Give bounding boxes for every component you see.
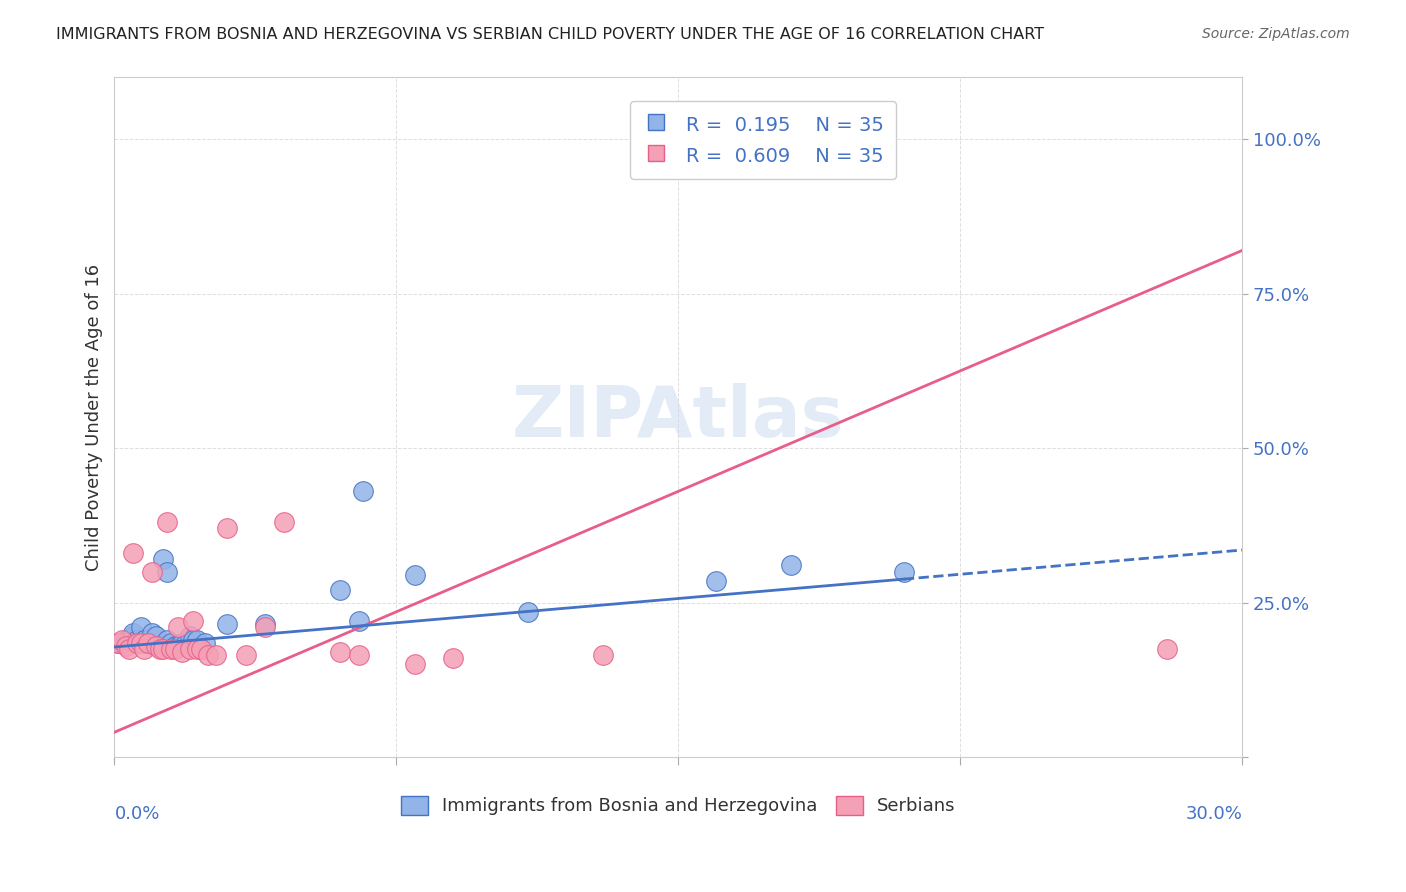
Point (235, 648, 257, 662)
Point (122, 546, 145, 560)
Point (111, 632, 134, 647)
Text: 0.0%: 0.0% (114, 805, 160, 822)
Point (122, 626, 145, 640)
Point (404, 657, 426, 672)
Point (780, 558, 803, 573)
Point (129, 635, 152, 649)
Point (163, 641, 186, 656)
Point (172, 645, 194, 659)
Point (441, 651, 464, 665)
Point (186, 641, 208, 656)
Point (136, 635, 159, 649)
Point (159, 635, 181, 649)
Point (111, 635, 134, 649)
Point (118, 632, 141, 647)
Point (893, 565, 915, 579)
Point (1156, 641, 1178, 656)
Point (148, 639, 170, 653)
Point (156, 632, 179, 647)
Point (190, 641, 212, 656)
Point (145, 630, 167, 644)
Text: IMMIGRANTS FROM BOSNIA AND HERZEGOVINA VS SERBIAN CHILD POVERTY UNDER THE AGE OF: IMMIGRANTS FROM BOSNIA AND HERZEGOVINA V… (56, 27, 1045, 42)
Point (114, 632, 136, 647)
Point (122, 630, 145, 644)
Point (167, 639, 190, 653)
Text: Source: ZipAtlas.com: Source: ZipAtlas.com (1202, 27, 1350, 41)
Point (347, 648, 370, 662)
Point (148, 641, 170, 656)
Point (666, 129, 689, 144)
Point (253, 617, 276, 632)
Point (163, 639, 186, 653)
Point (404, 567, 426, 582)
Point (156, 515, 179, 529)
Text: 30.0%: 30.0% (1185, 805, 1243, 822)
Point (129, 620, 152, 634)
Point (174, 635, 197, 649)
Point (347, 614, 370, 628)
Point (179, 641, 201, 656)
Point (152, 552, 174, 566)
Point (704, 574, 727, 588)
Point (125, 635, 148, 649)
Point (329, 583, 352, 598)
Point (517, 605, 540, 619)
Point (134, 641, 156, 656)
Point (273, 515, 295, 529)
Point (179, 630, 201, 644)
Point (172, 635, 194, 649)
Point (107, 635, 129, 649)
Point (118, 641, 141, 656)
Point (253, 620, 276, 634)
Point (194, 635, 217, 649)
Text: ZIPAtlas: ZIPAtlas (512, 383, 845, 451)
Point (592, 648, 614, 662)
Point (156, 565, 179, 579)
Point (329, 645, 352, 659)
Point (114, 639, 136, 653)
Point (183, 632, 205, 647)
Point (125, 632, 148, 647)
Legend: Immigrants from Bosnia and Herzegovina, Serbians: Immigrants from Bosnia and Herzegovina, … (394, 789, 963, 822)
Point (217, 521, 239, 535)
Point (352, 484, 374, 499)
Point (183, 614, 205, 628)
Point (145, 639, 167, 653)
Point (159, 641, 181, 656)
Point (141, 626, 163, 640)
Point (134, 632, 156, 647)
Point (167, 620, 190, 634)
Point (141, 565, 163, 579)
Point (197, 648, 219, 662)
Point (186, 632, 208, 647)
Point (134, 635, 156, 649)
Point (107, 635, 129, 649)
Point (217, 617, 239, 632)
Point (205, 648, 228, 662)
Point (152, 641, 174, 656)
Y-axis label: Child Poverty Under the Age of 16: Child Poverty Under the Age of 16 (86, 264, 103, 571)
